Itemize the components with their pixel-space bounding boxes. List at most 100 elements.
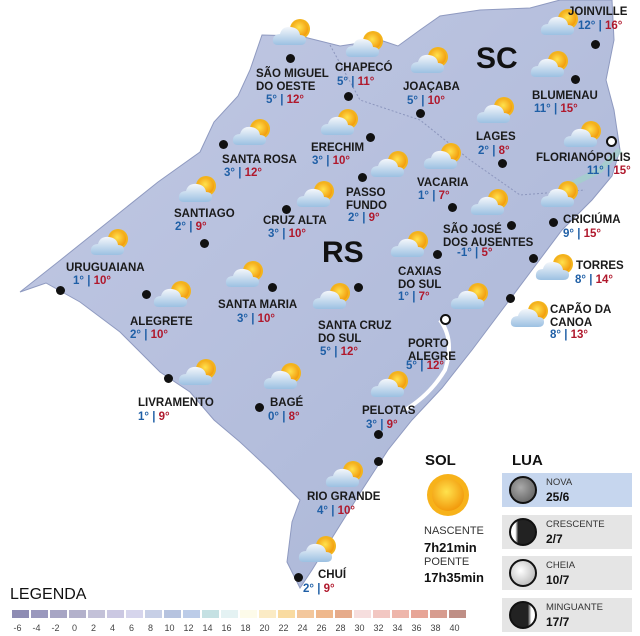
legend-swatch — [240, 610, 257, 618]
city-name: LAGES — [476, 131, 516, 143]
city-name: URUGUAIANA — [66, 262, 145, 274]
city-name: VACARIA — [417, 177, 469, 189]
city-name: SANTA CRUZ DO SUL — [318, 320, 392, 345]
temp-max: 16° — [605, 20, 623, 32]
temp-min: 2° — [303, 583, 314, 595]
partly-cloudy-icon — [296, 180, 338, 210]
city-name: JOINVILLE — [568, 6, 628, 18]
temp-min: 5° — [266, 94, 277, 106]
state-label-sc: SC — [476, 42, 518, 75]
city-dot — [498, 159, 507, 168]
temp-min: 2° — [478, 145, 489, 157]
city-temps: 5° | 12° — [406, 360, 444, 372]
temp-min: 1° — [73, 275, 84, 287]
legend-tick: 4 — [109, 623, 115, 633]
temp-max: 12° — [426, 360, 444, 372]
legend-tick: -2 — [51, 623, 60, 633]
legend-title: LEGENDA — [10, 586, 87, 603]
legend-swatch — [183, 610, 200, 618]
capital-marker — [440, 314, 451, 325]
moon-title: LUA — [512, 452, 543, 469]
partly-cloudy-icon — [535, 253, 577, 283]
partly-cloudy-icon — [370, 150, 412, 180]
sunrise-time: 7h21min — [424, 540, 477, 555]
city-temps: 3° | 10° — [312, 155, 350, 167]
moon-phase-date: 2/7 — [546, 531, 563, 546]
partly-cloudy-icon — [390, 230, 432, 260]
temp-min: 2° — [348, 212, 359, 224]
city-temps: 1° | 10° — [73, 275, 111, 287]
temp-min: 5° — [337, 76, 348, 88]
legend-tick: 2 — [90, 623, 96, 633]
state-label-rs: RS — [322, 236, 364, 269]
legend-tick: 24 — [297, 623, 308, 633]
city-name: CHAPECÓ — [335, 62, 393, 74]
partly-cloudy-icon — [410, 46, 452, 76]
city-temps: 5° | 10° — [407, 95, 445, 107]
legend-tick: 10 — [164, 623, 175, 633]
city-temps: 11° | 15° — [587, 165, 631, 177]
city-name: BAGÉ — [270, 397, 304, 409]
city-dot — [56, 286, 65, 295]
legend-swatch — [107, 610, 124, 618]
moon-phase-crescente: CRESCENTE 2/7 — [502, 514, 632, 549]
city-dot — [142, 290, 151, 299]
partly-cloudy-icon — [320, 108, 362, 138]
legend-tick: 32 — [373, 623, 384, 633]
legend-swatch — [354, 610, 371, 618]
temp-max: 15° — [560, 103, 578, 115]
city-dot — [286, 54, 295, 63]
city-name: SANTIAGO — [174, 208, 235, 220]
city-temps: 3° | 12° — [224, 167, 262, 179]
city-dot — [416, 109, 425, 118]
city-name: CRUZ ALTA — [263, 215, 327, 227]
city-dot — [529, 254, 538, 263]
city-temps: 12° | 16° — [578, 20, 623, 32]
temp-min: 3° — [237, 313, 248, 325]
legend-tick: 18 — [240, 623, 251, 633]
city-temps: 11° | 15° — [534, 103, 578, 115]
temp-min: 3° — [268, 228, 279, 240]
legend-color-bar — [12, 610, 466, 618]
city-name: JOAÇABA — [403, 81, 460, 93]
city-name: SANTA MARIA — [218, 299, 298, 311]
partly-cloudy-icon — [345, 30, 387, 60]
city-dot — [358, 173, 367, 182]
city-dot — [433, 250, 442, 259]
partly-cloudy-icon — [325, 460, 367, 490]
partly-cloudy-icon — [272, 18, 314, 48]
temp-max: 10° — [257, 313, 275, 325]
legend-tick: 34 — [392, 623, 403, 633]
partly-cloudy-icon — [312, 282, 354, 312]
moon-phase-minguante: MINGUANTE 17/7 — [502, 597, 632, 632]
temp-max: 12° — [340, 346, 358, 358]
legend-tick: -4 — [32, 623, 41, 633]
temp-max: 7° — [438, 190, 450, 202]
city-temps: 1° | 9° — [138, 411, 170, 423]
legend-swatch — [259, 610, 276, 618]
temp-max: 13° — [570, 329, 588, 341]
city-temps: 1° | 7° — [398, 291, 430, 303]
partly-cloudy-icon — [178, 358, 220, 388]
partly-cloudy-icon — [225, 260, 267, 290]
city-temps: 8° | 13° — [550, 329, 588, 341]
temp-max: 9° — [386, 419, 398, 431]
moon-phase-cheia: CHEIA 10/7 — [502, 556, 632, 590]
legend-swatch — [316, 610, 333, 618]
city-name: FLORIANÓPOLIS — [536, 152, 631, 164]
temp-max: 10° — [288, 228, 306, 240]
partly-cloudy-icon — [263, 362, 305, 392]
sunset-time: 17h35min — [424, 570, 484, 585]
legend-swatch — [278, 610, 295, 618]
legend-swatch — [373, 610, 390, 618]
city-name: ERECHIM — [311, 142, 365, 154]
city-temps: 9° | 15° — [563, 228, 601, 240]
city-temps: 3° | 10° — [237, 313, 275, 325]
legend-swatch — [12, 610, 29, 618]
temp-max: 12° — [244, 167, 262, 179]
temp-min: 1° — [398, 291, 409, 303]
city-dot — [506, 294, 515, 303]
legend-tick: 16 — [221, 623, 232, 633]
city-name: SÃO JOSÉ DOS AUSENTES — [443, 224, 534, 249]
city-dot — [200, 239, 209, 248]
